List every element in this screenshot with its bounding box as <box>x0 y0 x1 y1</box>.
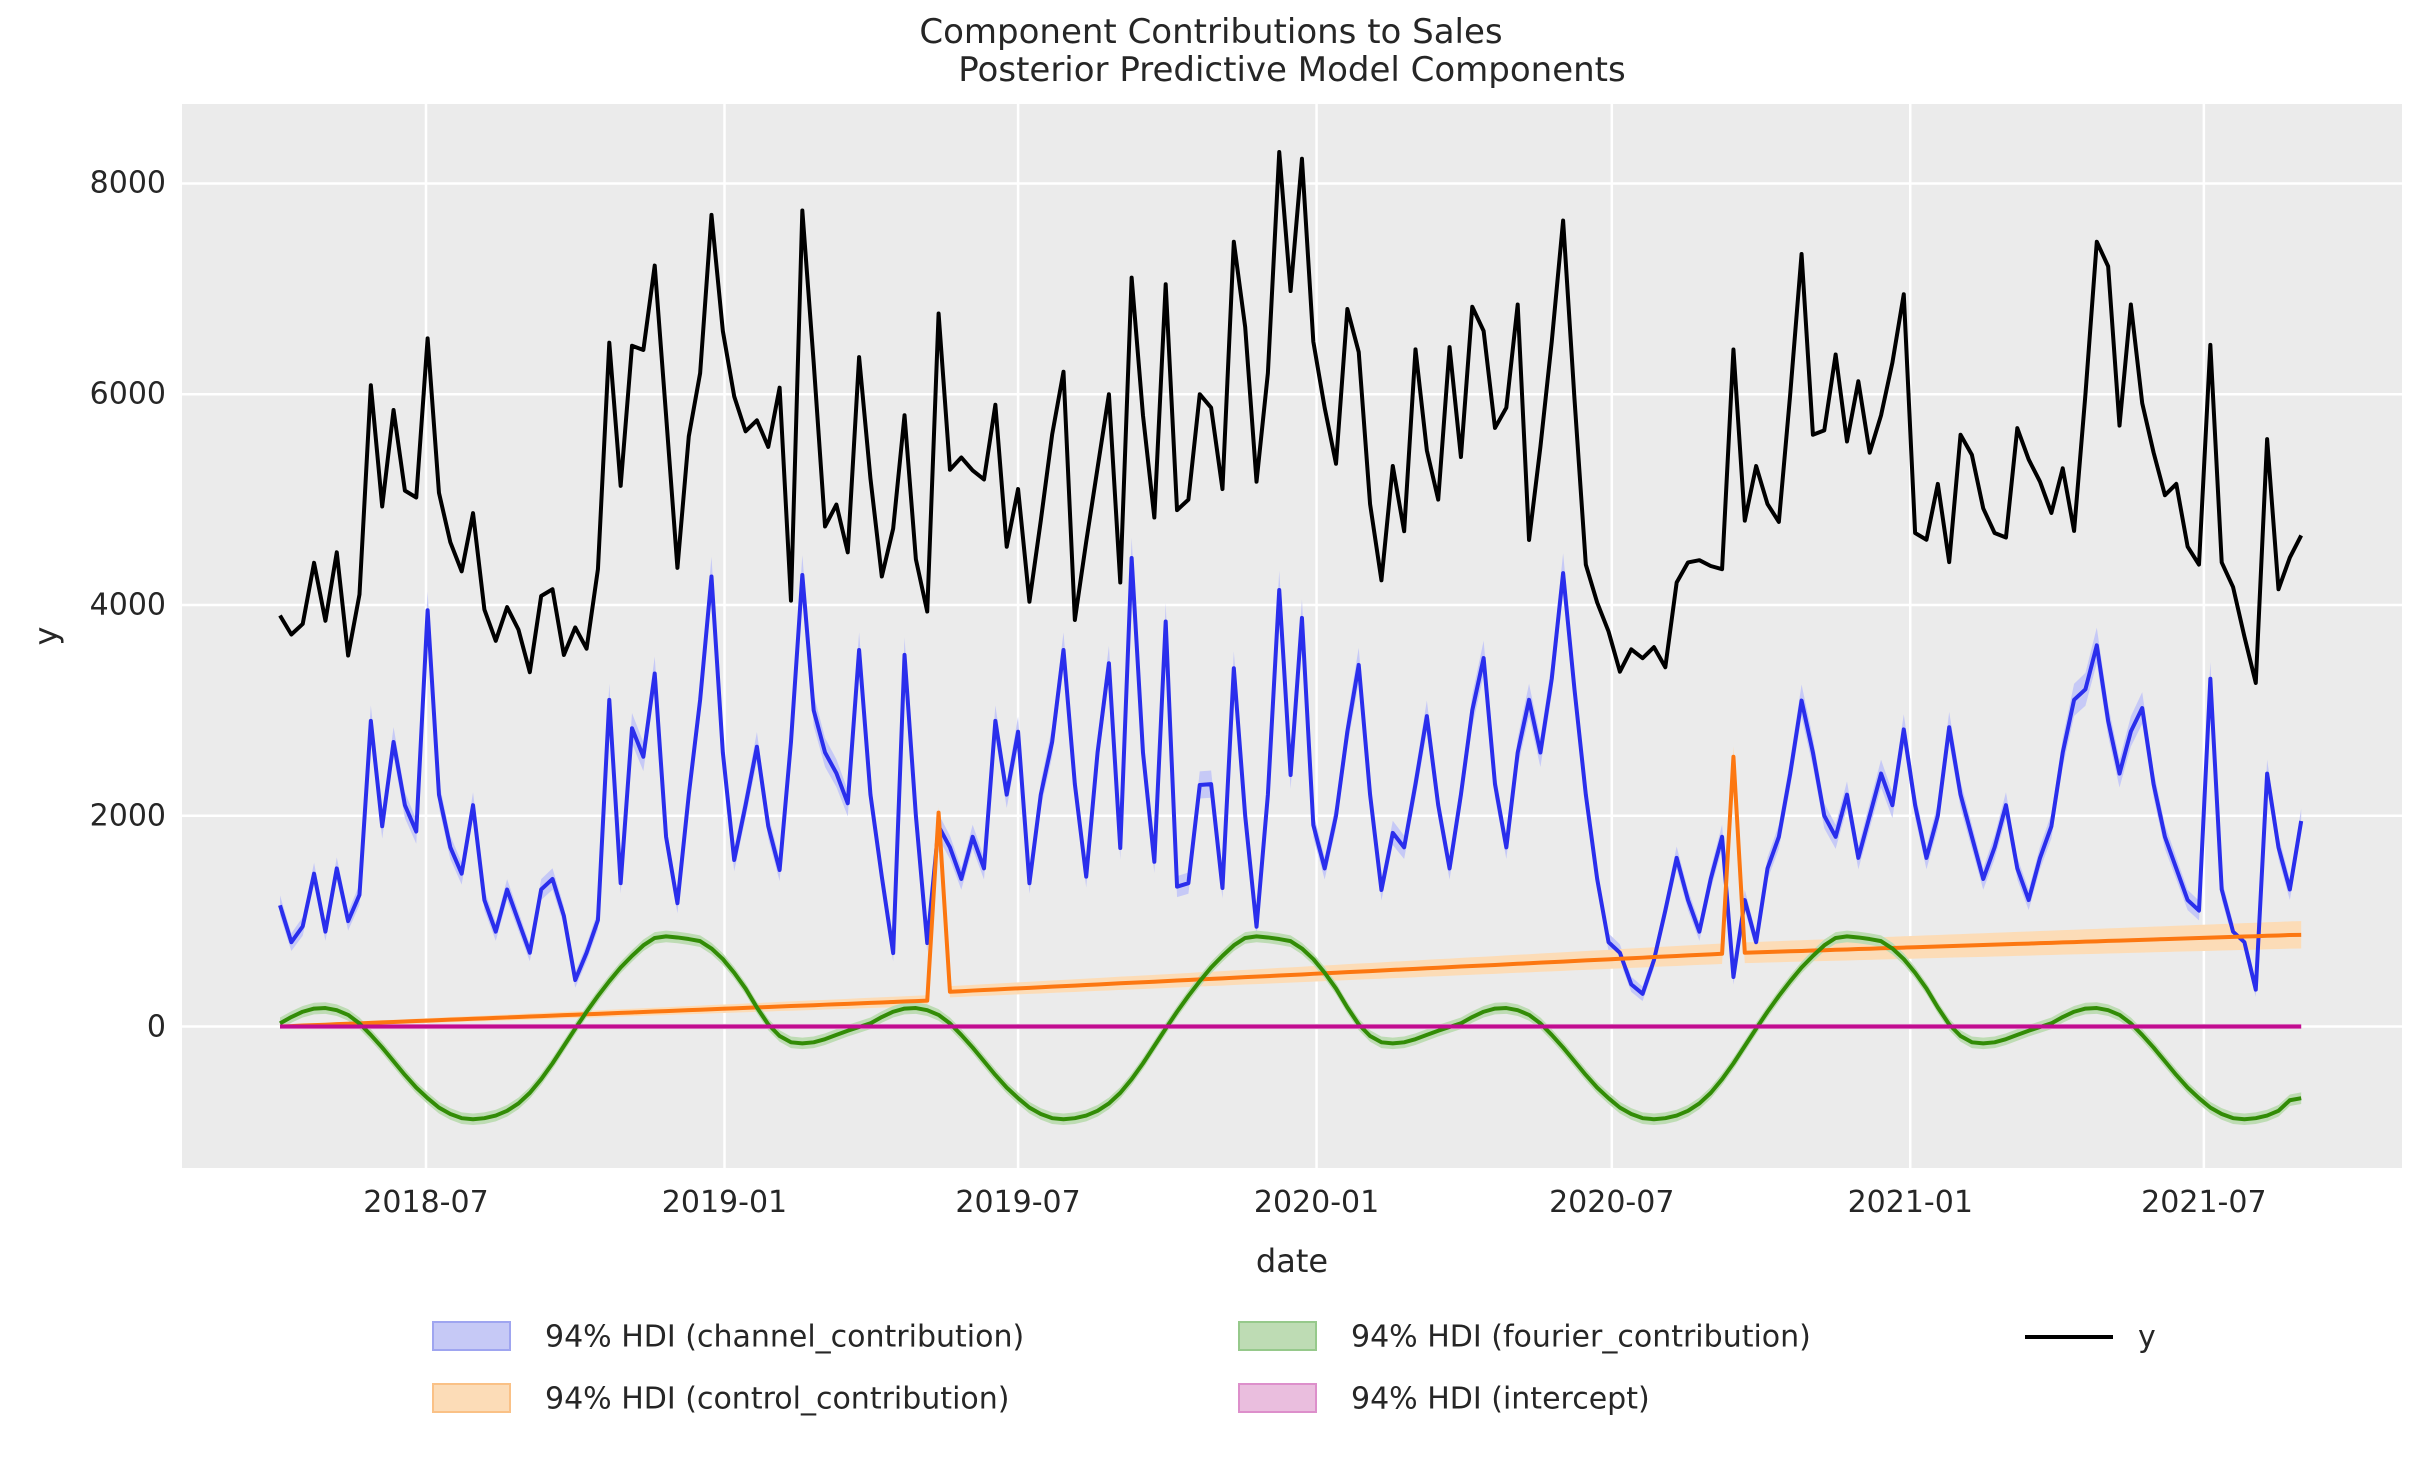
legend-swatch--hdi-intercept- <box>1238 1383 1317 1413</box>
y-tick-label-6000: 6000 <box>89 376 166 412</box>
y-tick-label-4000: 4000 <box>89 587 166 623</box>
x-tick-label-2019-01: 2019-01 <box>661 1185 788 1220</box>
legend-line-sample <box>2025 1335 2113 1339</box>
legend-label: 94% HDI (intercept) <box>1351 1381 1650 1417</box>
x-tick-label-2020-07: 2020-07 <box>1549 1185 1675 1220</box>
y-tick-label-0: 0 <box>146 1009 166 1044</box>
y-axis-label: y <box>27 626 65 646</box>
legend-label: 94% HDI (fourier_contribution) <box>1351 1319 1811 1355</box>
hdi-band-fourier_contribution <box>280 930 2302 1126</box>
x-tick-label-2020-01: 2020-01 <box>1253 1185 1380 1220</box>
x-tick-label-2019-07: 2019-07 <box>955 1185 1081 1220</box>
x-tick-label-2018-07: 2018-07 <box>363 1185 489 1220</box>
chart-subtitle: Posterior Predictive Model Components <box>958 50 1626 90</box>
legend-swatch--hdi-fourier_contribution- <box>1238 1321 1317 1351</box>
line-fourier_contribution <box>279 934 2302 1122</box>
x-axis-label: date <box>1255 1242 1329 1280</box>
legend-swatch--hdi-control_contribution- <box>432 1383 511 1413</box>
chart-title: Component Contributions to Sales <box>919 12 1503 52</box>
x-tick-label-2021-07: 2021-07 <box>2141 1185 2267 1220</box>
x-tick-label-2021-01: 2021-01 <box>1847 1185 1973 1220</box>
legend-label: 94% HDI (control_contribution) <box>545 1381 1010 1417</box>
hdi-band-control_contribution <box>280 746 2302 1029</box>
line-channel_contribution <box>278 555 2304 996</box>
line-control_contribution <box>279 754 2302 1029</box>
legend-swatch--hdi-channel_contribution- <box>432 1321 511 1351</box>
y-tick-label-8000: 8000 <box>89 165 166 201</box>
y-tick-label-2000: 2000 <box>89 798 166 834</box>
legend-label: y <box>2138 1319 2156 1355</box>
legend-label: 94% HDI (channel_contribution) <box>545 1319 1025 1355</box>
line-y <box>278 150 2303 685</box>
